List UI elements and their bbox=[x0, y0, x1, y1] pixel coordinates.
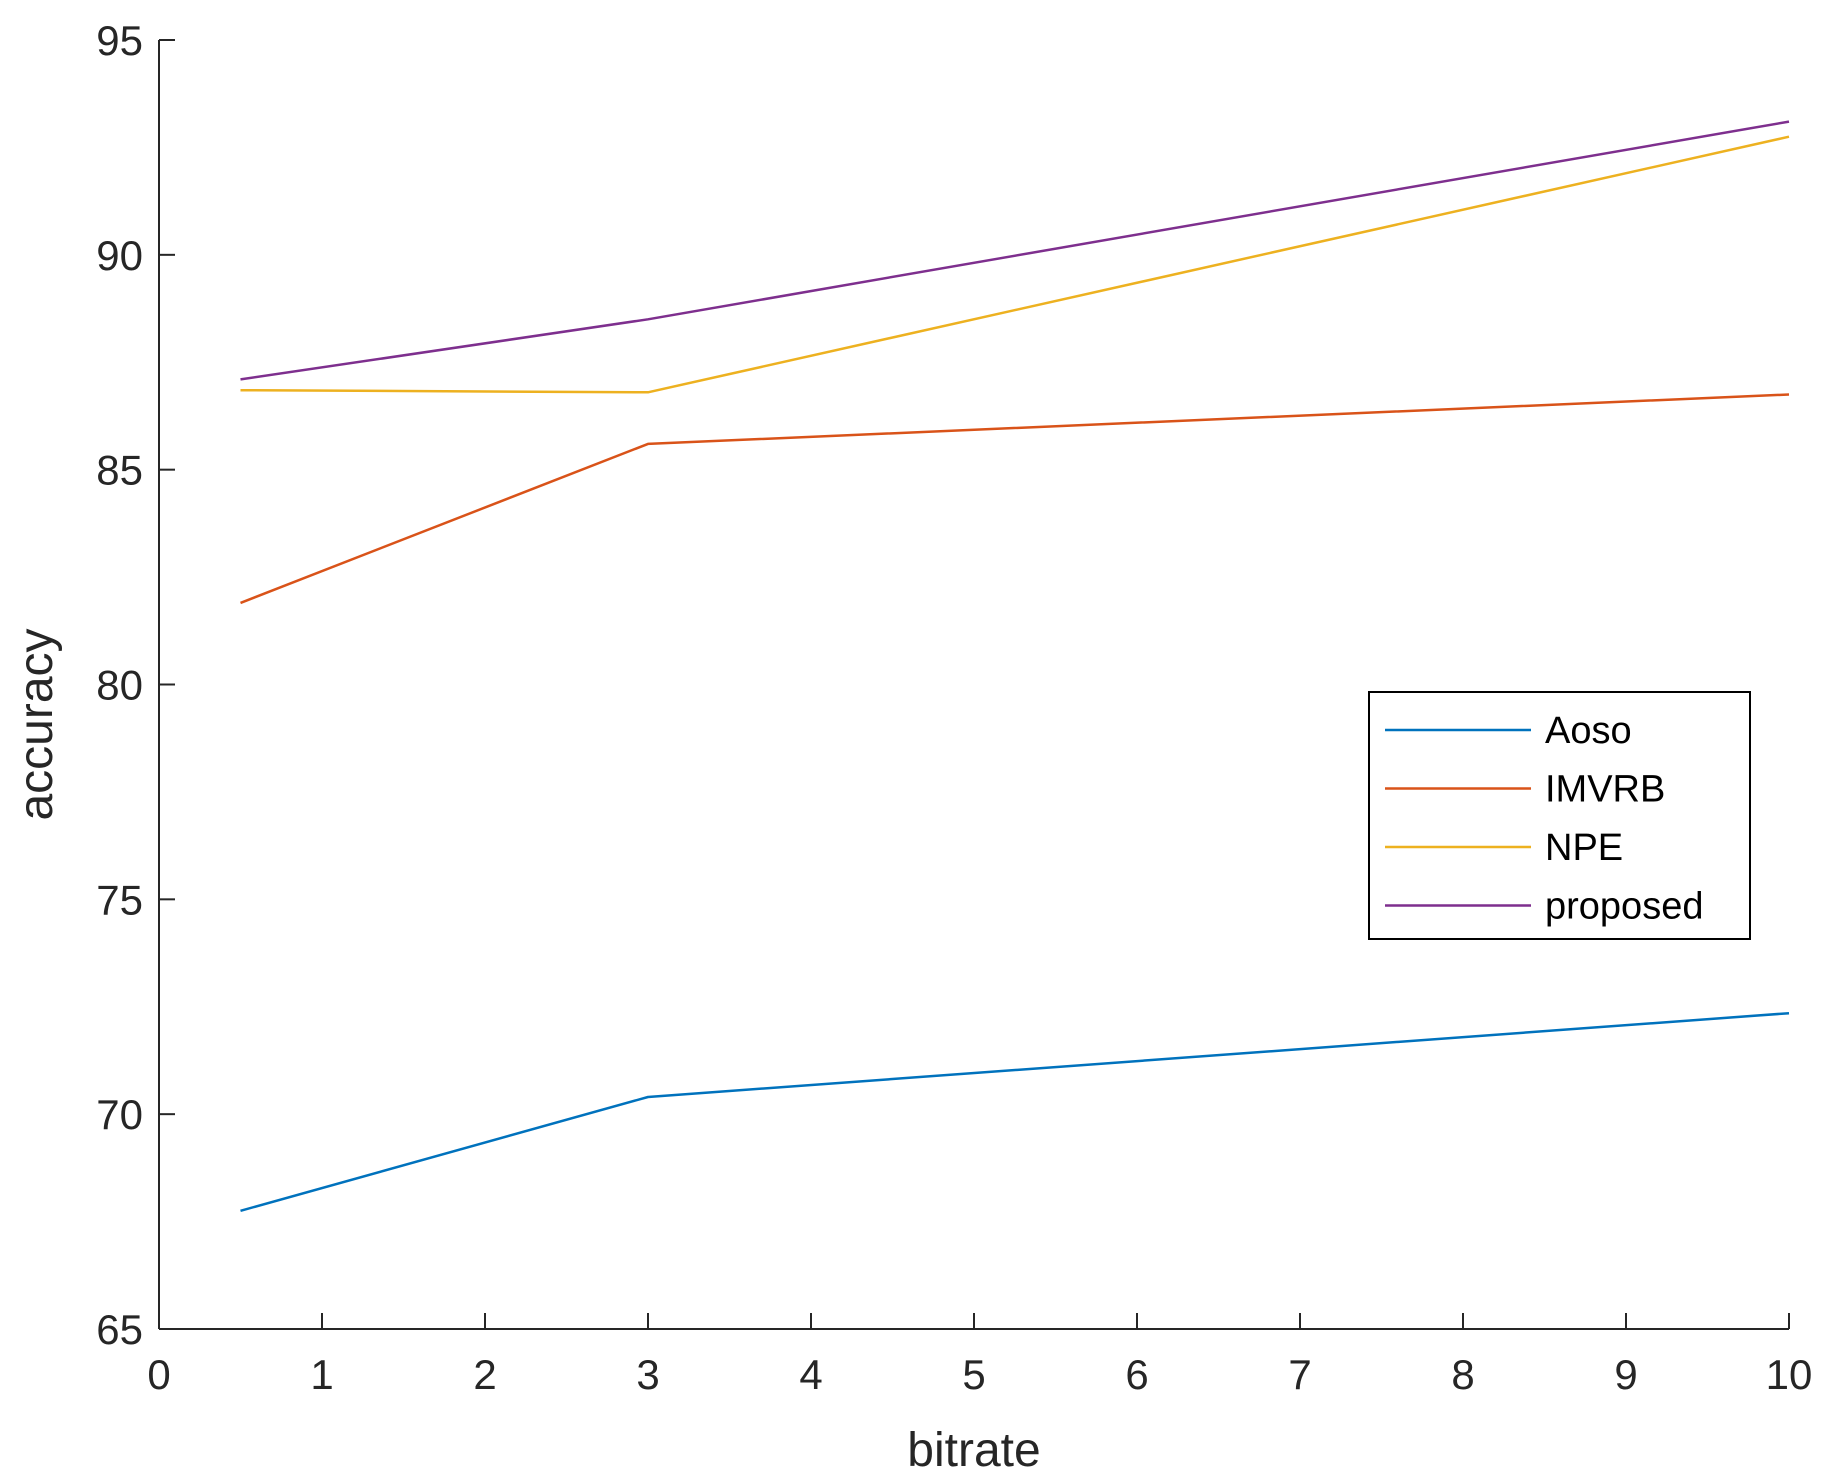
series-line-aoso bbox=[240, 1011, 1790, 1213]
y-tick-label: 65 bbox=[96, 1306, 143, 1353]
x-tick-label: 8 bbox=[1451, 1351, 1474, 1398]
x-tick-label: 7 bbox=[1288, 1351, 1311, 1398]
x-tick-label: 2 bbox=[473, 1351, 496, 1398]
y-tick-label: 85 bbox=[96, 447, 143, 494]
series-layer bbox=[240, 120, 1790, 1213]
y-axis-label: accuracy bbox=[10, 628, 63, 820]
series-line-npe bbox=[240, 135, 1790, 394]
y-tick-label: 90 bbox=[96, 232, 143, 279]
legend-label: IMVRB bbox=[1545, 769, 1665, 811]
x-tick-label: 5 bbox=[962, 1351, 985, 1398]
y-tick-label: 70 bbox=[96, 1091, 143, 1138]
series-line-imvrb bbox=[240, 393, 1790, 605]
x-tick-label: 6 bbox=[1125, 1351, 1148, 1398]
x-tick-label: 9 bbox=[1614, 1351, 1637, 1398]
y-tick-label: 80 bbox=[96, 662, 143, 709]
legend-box bbox=[1368, 691, 1751, 940]
axes bbox=[158, 39, 1790, 1330]
legend-label: proposed bbox=[1545, 886, 1703, 928]
x-tick-label: 3 bbox=[636, 1351, 659, 1398]
legend-label: NPE bbox=[1545, 827, 1623, 869]
series-line-proposed bbox=[240, 120, 1790, 381]
legend: Aoso IMVRB NPE proposed bbox=[1368, 691, 1751, 940]
legend-label: Aoso bbox=[1545, 710, 1632, 752]
x-tick-label: 0 bbox=[147, 1351, 170, 1398]
x-tick-label: 1 bbox=[310, 1351, 333, 1398]
x-tick-label: 10 bbox=[1766, 1351, 1813, 1398]
y-tick-label: 95 bbox=[96, 17, 143, 64]
y-tick-label: 75 bbox=[96, 876, 143, 923]
x-tick-label: 4 bbox=[799, 1351, 822, 1398]
tick-labels: 0 1 2 3 4 5 6 7 8 9 10 65 70 75 80 85 90 95 bbox=[96, 17, 1812, 1398]
x-axis-label: bitrate bbox=[907, 1424, 1040, 1477]
